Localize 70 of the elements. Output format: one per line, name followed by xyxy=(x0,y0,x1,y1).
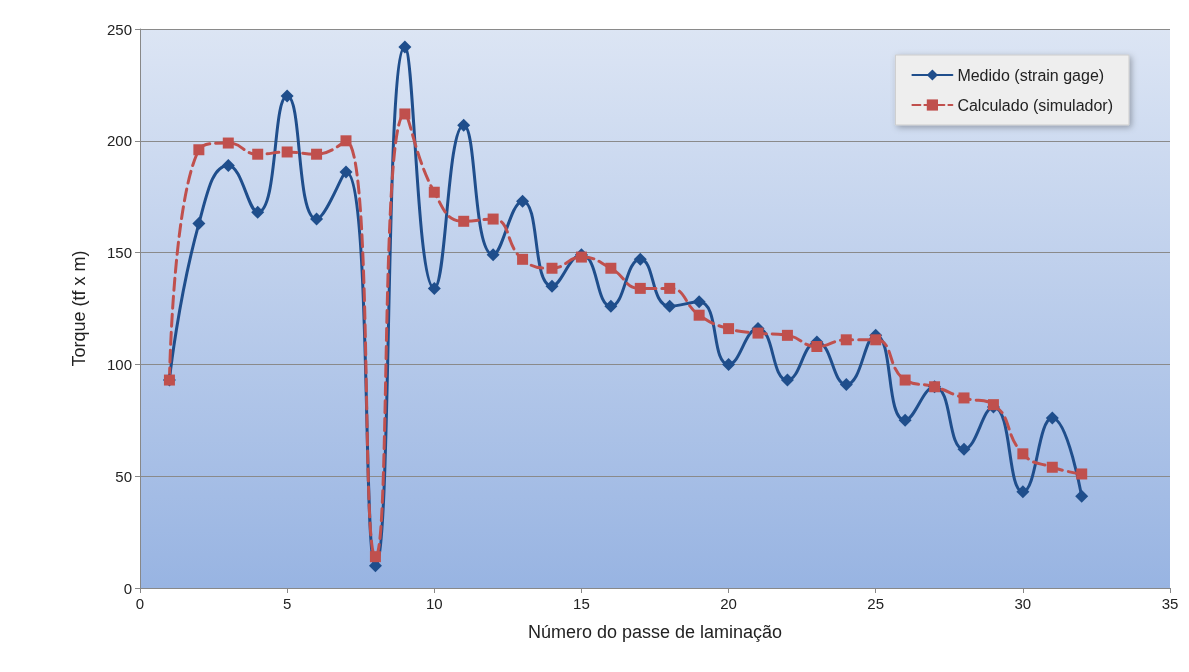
point xyxy=(457,118,471,132)
point xyxy=(192,217,206,231)
point xyxy=(839,378,853,392)
x-tick-label: 30 xyxy=(1014,595,1032,612)
point xyxy=(633,252,647,266)
x-tick-label: 0 xyxy=(135,595,145,612)
point xyxy=(458,215,470,227)
point xyxy=(899,374,911,386)
y-tick-label: 250 xyxy=(106,20,132,38)
point xyxy=(752,327,764,339)
point xyxy=(1075,489,1089,503)
x-tick-label: 10 xyxy=(425,595,443,612)
point xyxy=(280,89,294,103)
point xyxy=(251,205,265,219)
point xyxy=(517,253,529,265)
y-axis-title: Torque (tf x m) xyxy=(69,250,89,367)
point xyxy=(222,137,234,149)
x-axis-title: Número do passe de laminação xyxy=(527,622,783,642)
y-tick-label: 200 xyxy=(106,132,132,150)
point xyxy=(193,144,205,156)
point xyxy=(1016,485,1030,499)
point xyxy=(252,148,264,160)
y-tick-label: 150 xyxy=(106,244,132,262)
point xyxy=(398,40,412,54)
point xyxy=(664,282,676,294)
point xyxy=(898,413,912,427)
point xyxy=(428,186,440,198)
point xyxy=(723,323,735,335)
point xyxy=(663,299,677,313)
point xyxy=(339,165,353,179)
y-tick-label: 100 xyxy=(106,355,132,373)
point xyxy=(545,279,559,293)
point xyxy=(811,341,823,353)
x-tick-label: 25 xyxy=(867,595,885,612)
y-tick-label: 0 xyxy=(123,579,132,597)
point xyxy=(634,282,646,294)
point xyxy=(781,329,793,341)
point xyxy=(399,108,411,120)
point xyxy=(369,551,381,563)
point xyxy=(486,248,500,262)
point xyxy=(958,392,970,404)
point xyxy=(311,148,323,160)
legend-label: Medido (strain gage) xyxy=(957,66,1105,84)
point xyxy=(546,262,558,274)
point xyxy=(692,295,706,309)
point xyxy=(1017,448,1029,460)
point xyxy=(957,442,971,456)
point xyxy=(487,213,499,225)
point xyxy=(516,194,530,208)
point xyxy=(310,212,324,226)
x-tick-label: 15 xyxy=(573,595,590,612)
legend-label: Calculado (simulador) xyxy=(957,96,1114,114)
x-tick-label: 35 xyxy=(1161,595,1179,612)
point xyxy=(281,146,293,158)
point xyxy=(1046,461,1058,473)
point xyxy=(605,262,617,274)
point xyxy=(693,309,705,321)
point xyxy=(221,158,235,172)
point xyxy=(1076,468,1088,480)
point xyxy=(840,334,852,346)
point xyxy=(340,135,352,147)
point xyxy=(780,373,794,387)
x-tick-label: 20 xyxy=(720,595,737,612)
point xyxy=(722,357,736,371)
point xyxy=(1045,411,1059,425)
y-tick-label: 50 xyxy=(115,467,132,485)
point xyxy=(427,281,441,295)
x-tick-label: 5 xyxy=(282,595,292,612)
point xyxy=(604,299,618,313)
point xyxy=(870,334,882,346)
